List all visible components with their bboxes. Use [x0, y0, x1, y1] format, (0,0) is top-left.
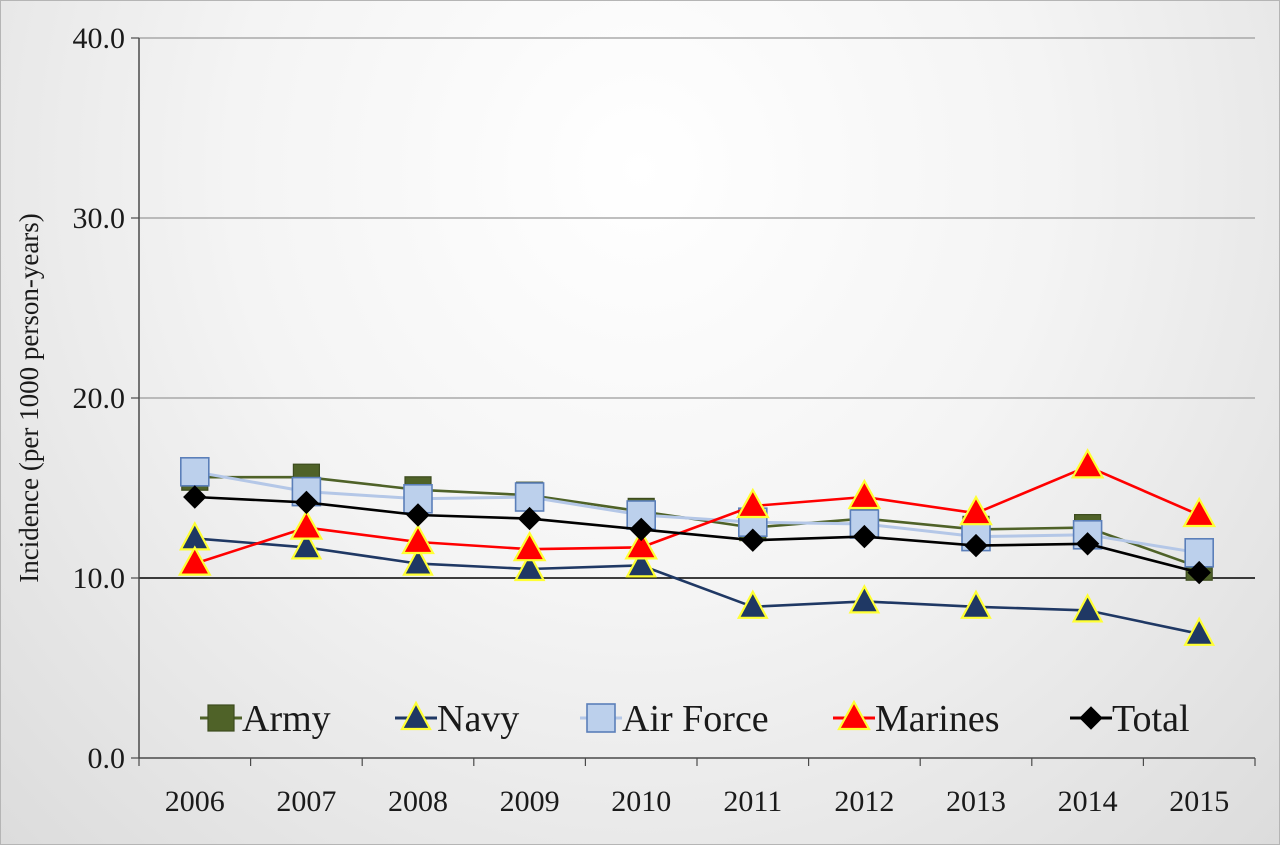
x-tick-label: 2011 [723, 785, 782, 818]
point-navy [402, 546, 434, 576]
legend-marker-air-force [586, 703, 616, 733]
x-tick-label: 2010 [611, 785, 671, 818]
point-navy [513, 551, 546, 582]
point-navy [1071, 593, 1104, 623]
series-line-navy [194, 537, 1200, 636]
x-tick-label: 2012 [834, 785, 894, 818]
point-total [1075, 532, 1100, 556]
point-air-force [514, 482, 545, 512]
series-group [177, 448, 1217, 646]
point-total [294, 490, 319, 515]
legend-item-total: Total [1070, 698, 1190, 740]
x-tick-label: 2008 [388, 785, 448, 818]
x-tick-label: 2015 [1169, 785, 1229, 818]
y-tick-label: 40.0 [73, 22, 126, 55]
legend-item-air-force: Air Force [580, 698, 769, 740]
series-line-air-force [194, 470, 1200, 555]
series-army [181, 463, 1213, 581]
series-line-marines [194, 465, 1200, 565]
point-marines [735, 487, 770, 519]
legend-marker-marines [837, 699, 871, 731]
x-tick-label: 2014 [1058, 785, 1118, 818]
legend-item-navy: Navy [395, 698, 519, 740]
y-tick-label: 20.0 [73, 382, 126, 415]
point-navy [625, 548, 658, 578]
legend-item-army: Army [200, 698, 331, 740]
legend-label-total: Total [1112, 698, 1190, 740]
point-navy [736, 589, 769, 619]
y-tick-label: 10.0 [73, 562, 126, 595]
axes [138, 38, 1255, 759]
legend-marker-navy [400, 700, 432, 731]
point-total [1187, 560, 1211, 585]
point-marines [1182, 496, 1217, 528]
point-navy [290, 530, 323, 560]
legend-label-marines: Marines [875, 698, 1000, 740]
y-tick-labels: 0.0 10.0 20.0 30.0 40.0 [73, 22, 126, 775]
point-total [852, 524, 877, 549]
x-tick-label: 2013 [946, 785, 1006, 818]
x-tick-label: 2007 [276, 785, 336, 818]
point-total [741, 528, 765, 552]
point-total [183, 485, 207, 509]
legend-item-marines: Marines [833, 698, 1000, 740]
x-tick-labels: 2006 2007 2008 2009 2010 2011 2012 2013 2014 2015 [165, 785, 1229, 818]
point-total [406, 503, 430, 527]
point-marines [177, 545, 212, 576]
grid-lines [131, 37, 1256, 766]
point-marines [959, 494, 993, 526]
legend-marker-army [207, 704, 235, 732]
point-navy [1183, 616, 1216, 646]
legend: Army Navy Air Force Marines Total [200, 698, 1190, 740]
point-marines [289, 509, 324, 540]
series-total [183, 485, 1211, 585]
series-navy [178, 521, 1216, 646]
point-marines [624, 529, 659, 560]
y-tick-label: 30.0 [73, 202, 126, 235]
point-total [964, 533, 988, 558]
point-marines [401, 523, 435, 555]
point-marines [512, 530, 547, 562]
point-air-force [180, 456, 210, 487]
point-navy [960, 589, 992, 619]
legend-label-air-force: Air Force [622, 698, 769, 740]
series-marines [177, 448, 1217, 576]
y-tick-label: 0.0 [88, 742, 126, 775]
point-marines [847, 478, 882, 510]
legend-label-navy: Navy [437, 698, 519, 740]
x-tick-label: 2009 [500, 785, 560, 818]
point-total [517, 506, 542, 531]
y-axis-label: Incidence (per 1000 person-years) [14, 213, 44, 583]
series-line-total [194, 495, 1200, 574]
x-tick-label: 2006 [165, 785, 225, 818]
legend-label-army: Army [242, 698, 331, 740]
point-total [629, 517, 653, 542]
point-marines [1070, 448, 1105, 479]
point-navy [848, 584, 881, 614]
legend-marker-total [1079, 706, 1103, 730]
